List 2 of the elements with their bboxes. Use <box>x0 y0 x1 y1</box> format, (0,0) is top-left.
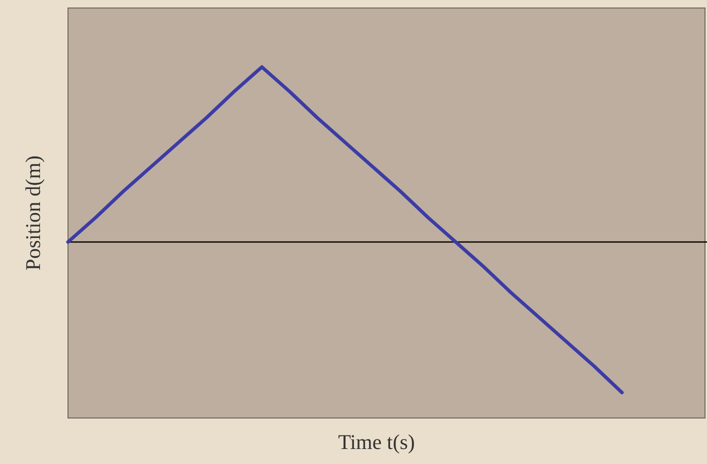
x-axis-title: Time t(s) <box>338 430 415 454</box>
y-axis-title: Position d(m) <box>21 156 45 270</box>
